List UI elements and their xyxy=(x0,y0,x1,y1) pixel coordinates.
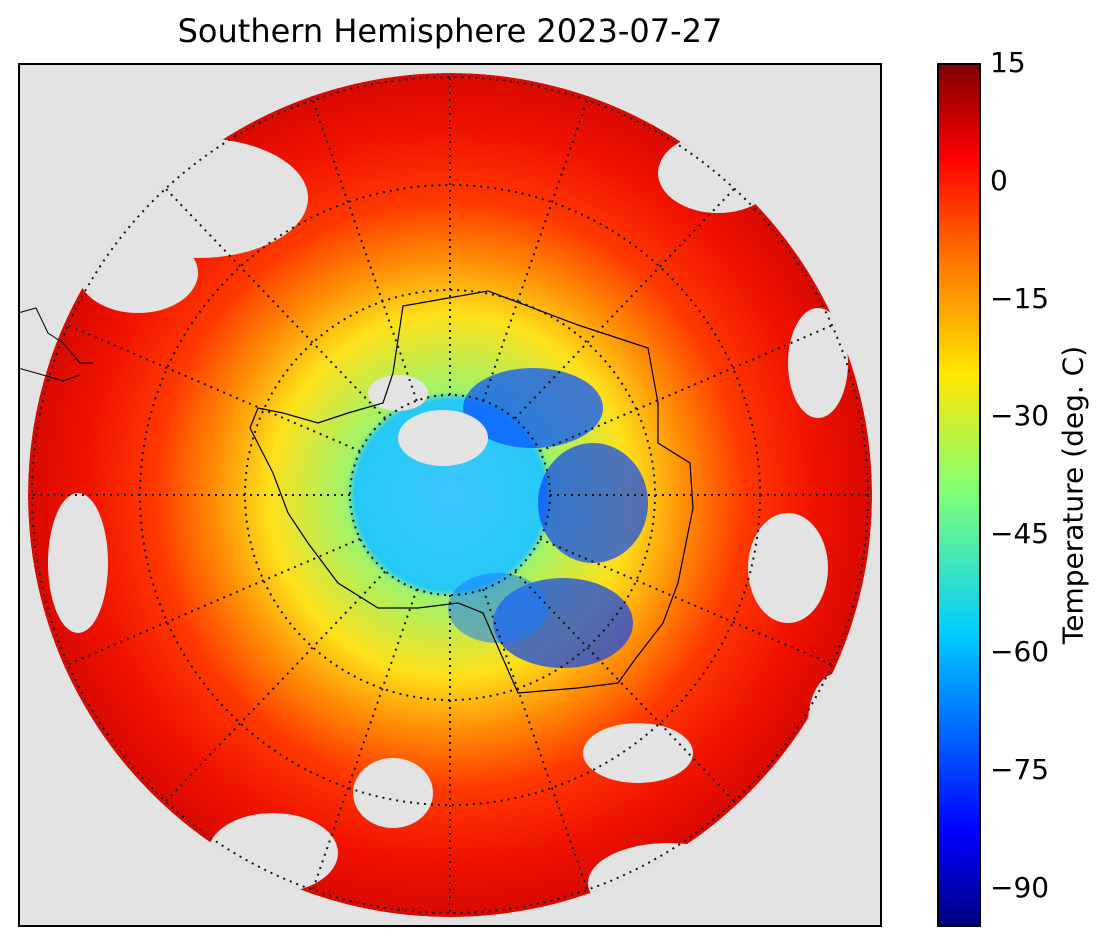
colorbar-tick-label: −15 xyxy=(990,282,1050,315)
colorbar-tick-label: 15 xyxy=(990,46,1026,79)
colorbar-tick-label: 0 xyxy=(990,164,1008,197)
cold-pools xyxy=(448,368,648,668)
map-frame xyxy=(18,63,882,927)
colorbar xyxy=(937,63,981,927)
colorbar-tick-label: −75 xyxy=(990,753,1050,786)
colorbar-tick-label: −90 xyxy=(990,871,1050,904)
polar-map xyxy=(18,63,882,927)
south-america-coast xyxy=(18,307,93,382)
antarctica-coastline xyxy=(249,290,694,694)
colorbar-tick-label: −45 xyxy=(990,517,1050,550)
chart-title: Southern Hemisphere 2023-07-27 xyxy=(177,12,723,50)
colorbar-label: Temperature (deg. C) xyxy=(1056,345,1090,645)
temperature-field xyxy=(28,73,872,917)
colorbar-gradient xyxy=(937,63,981,927)
colorbar-tick-label: −60 xyxy=(990,635,1050,668)
colorbar-frame xyxy=(937,63,981,927)
colorbar-tick-label: −30 xyxy=(990,399,1050,432)
